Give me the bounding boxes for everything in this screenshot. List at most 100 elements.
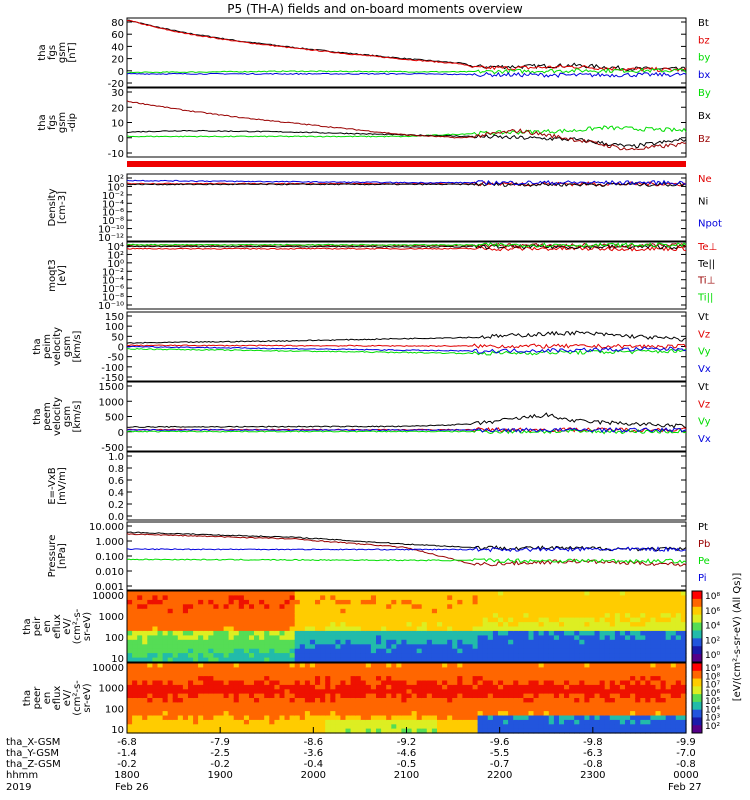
heatmap-cell bbox=[508, 728, 514, 734]
heatmap-cell bbox=[421, 604, 428, 610]
heatmap-cell bbox=[518, 711, 524, 717]
heatmap-cell bbox=[437, 644, 443, 650]
heatmap-cell bbox=[182, 715, 189, 721]
heatmap-cell bbox=[472, 724, 479, 730]
heatmap-cell bbox=[528, 595, 535, 601]
heatmap-cell bbox=[177, 715, 184, 721]
heatmap-cell bbox=[350, 706, 357, 712]
heatmap-cell bbox=[299, 630, 306, 636]
heatmap-cell bbox=[320, 680, 326, 686]
heatmap-cell bbox=[447, 644, 453, 650]
heatmap-cell bbox=[127, 671, 133, 677]
heatmap-cell bbox=[401, 676, 408, 682]
heatmap-cell bbox=[381, 715, 387, 721]
heatmap-cell bbox=[675, 724, 682, 730]
heatmap-cell bbox=[325, 635, 331, 641]
heatmap-cell bbox=[513, 648, 519, 654]
heatmap-cell bbox=[193, 622, 199, 628]
heatmap-cell bbox=[177, 719, 184, 725]
heatmap-cell bbox=[386, 702, 392, 708]
heatmap-cell bbox=[416, 684, 423, 690]
heatmap-cell bbox=[188, 689, 194, 695]
heatmap-cell bbox=[360, 689, 367, 695]
heatmap-cell bbox=[355, 626, 362, 632]
heatmap-cell bbox=[513, 608, 519, 614]
heatmap-cell bbox=[625, 728, 631, 734]
heatmap-cell bbox=[182, 595, 189, 601]
heatmap-cell bbox=[325, 663, 331, 668]
heatmap-cell bbox=[548, 684, 555, 690]
heatmap-cell bbox=[198, 684, 204, 690]
legend-Vx: Vx bbox=[698, 434, 711, 445]
heatmap-cell bbox=[437, 653, 443, 659]
heatmap-cell bbox=[370, 724, 377, 730]
heatmap-cell bbox=[416, 706, 423, 712]
heatmap-cell bbox=[472, 671, 479, 677]
heatmap-cell bbox=[625, 630, 631, 636]
heatmap-cell bbox=[330, 617, 336, 623]
heatmap-cell bbox=[294, 702, 301, 708]
heatmap-cell bbox=[609, 591, 616, 596]
heatmap-cell bbox=[604, 657, 611, 663]
heatmap-cell bbox=[574, 644, 580, 650]
heatmap-cell bbox=[304, 711, 311, 717]
heatmap-cell bbox=[315, 711, 321, 717]
heatmap-cell bbox=[238, 667, 245, 673]
heatmap-cell bbox=[294, 608, 301, 614]
heatmap-cell bbox=[162, 684, 169, 690]
heatmap-cell bbox=[320, 604, 326, 610]
heatmap-cell bbox=[193, 653, 199, 659]
heatmap-cell bbox=[538, 667, 545, 673]
heatmap-cell bbox=[350, 604, 357, 610]
heatmap-cell bbox=[635, 684, 641, 690]
heatmap-cell bbox=[396, 591, 402, 596]
heatmap-cell bbox=[559, 604, 565, 610]
heatmap-cell bbox=[147, 715, 153, 721]
heatmap-cell bbox=[650, 639, 657, 645]
heatmap-cell bbox=[233, 617, 240, 623]
series-line-Vt bbox=[126, 330, 687, 344]
heatmap-cell bbox=[675, 595, 682, 601]
heatmap-cell bbox=[579, 635, 585, 641]
heatmap-cell bbox=[294, 635, 301, 641]
heatmap-cell bbox=[182, 663, 189, 668]
heatmap-cell bbox=[548, 639, 555, 645]
heatmap-cell bbox=[421, 671, 428, 677]
heatmap-cell bbox=[437, 604, 443, 610]
heatmap-cell bbox=[325, 706, 331, 712]
heatmap-cell bbox=[619, 702, 626, 708]
heatmap-cell bbox=[254, 657, 260, 663]
heatmap-cell bbox=[518, 657, 524, 663]
heatmap-cell bbox=[523, 711, 530, 717]
heatmap-cell bbox=[569, 622, 575, 628]
heatmap-cell bbox=[249, 635, 255, 641]
heatmap-cell bbox=[381, 653, 387, 659]
heatmap-cell bbox=[264, 698, 270, 703]
colorbar-segment bbox=[692, 630, 702, 639]
heatmap-cell bbox=[315, 604, 321, 610]
heatmap-cell bbox=[467, 719, 474, 725]
heatmap-cell bbox=[645, 728, 651, 734]
heatmap-cell bbox=[370, 715, 377, 721]
heatmap-cell bbox=[315, 608, 321, 614]
heatmap-cell bbox=[132, 684, 138, 690]
heatmap-cell bbox=[193, 630, 199, 636]
heatmap-cell bbox=[294, 680, 301, 686]
heatmap-cell bbox=[589, 663, 596, 668]
heatmap-cell bbox=[635, 635, 641, 641]
heatmap-cell bbox=[370, 626, 377, 632]
heatmap-cell bbox=[462, 657, 469, 663]
heatmap-cell bbox=[223, 595, 230, 601]
heatmap-cell bbox=[162, 599, 169, 605]
y-tick-label: 10⁻⁶ bbox=[102, 284, 124, 295]
heatmap-cell bbox=[609, 684, 616, 690]
heatmap-cell bbox=[518, 630, 524, 636]
heatmap-cell bbox=[553, 680, 560, 686]
heatmap-cell bbox=[142, 639, 148, 645]
heatmap-cell bbox=[533, 648, 540, 654]
heatmap-cell bbox=[391, 595, 397, 601]
heatmap-cell bbox=[147, 719, 153, 725]
heatmap-cell bbox=[182, 671, 189, 677]
heatmap-cell bbox=[274, 613, 281, 619]
heatmap-cell bbox=[264, 644, 270, 650]
